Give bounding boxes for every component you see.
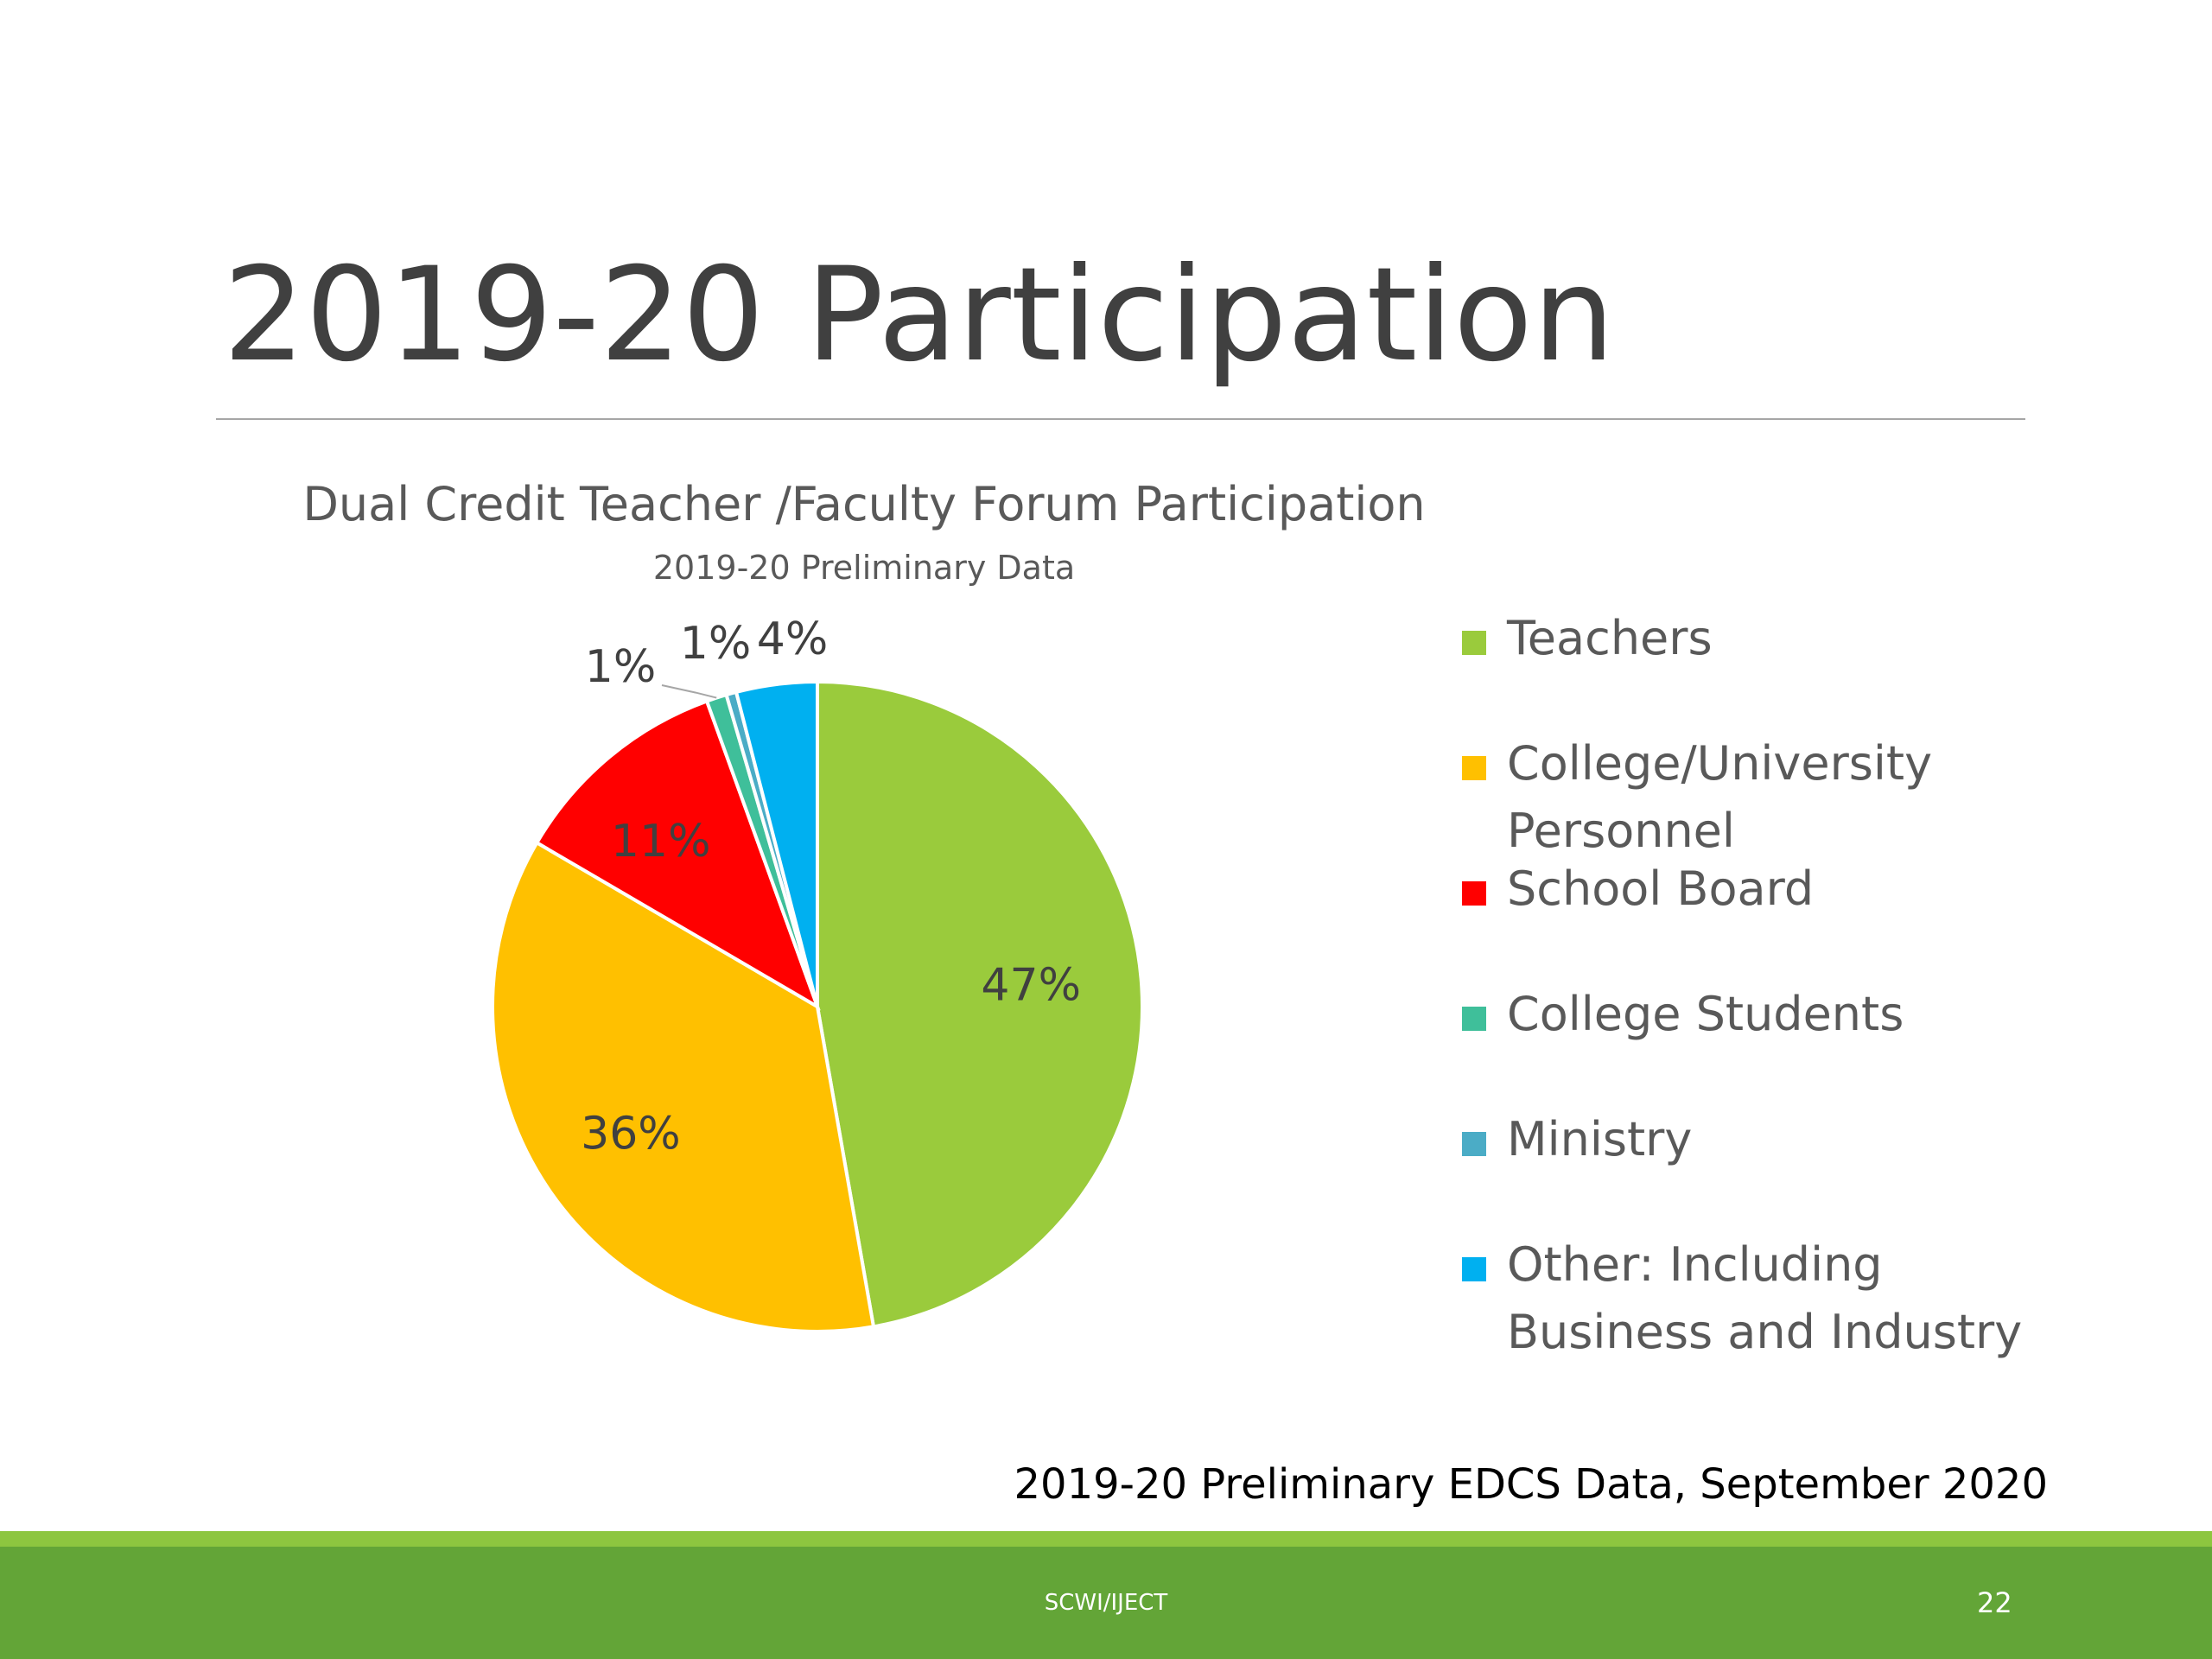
legend-label: Teachers <box>1507 611 1713 665</box>
data-label-college-students: 1% <box>585 641 657 693</box>
legend-swatch <box>1462 756 1486 780</box>
legend-swatch <box>1462 1257 1486 1281</box>
legend-swatch <box>1462 631 1486 655</box>
pie-slice-school-board <box>534 698 821 1011</box>
footer-accent-stripe <box>0 1531 2212 1547</box>
chart-subtitle-text: 2019-20 Preliminary Data <box>652 549 1076 587</box>
pie-slice-teachers <box>816 679 1144 1329</box>
legend-label: School Board <box>1507 861 1815 916</box>
data-label-teachers: 47% <box>981 959 1081 1011</box>
legend-swatch <box>1462 1007 1486 1031</box>
legend-item-ministry: Ministry <box>1462 1106 1692 1173</box>
footer-band <box>0 1547 2212 1659</box>
legend-label: College/University Personnel <box>1507 736 1933 858</box>
source-note: 2019-20 Preliminary EDCS Data, September… <box>1014 1460 2048 1509</box>
legend-item-school-board: School Board <box>1462 855 1814 923</box>
footer-text: SCWI/IJECT <box>1044 1590 1168 1616</box>
legend-item-other: Other: Including Business and Industry <box>1462 1231 2077 1366</box>
pie-slice-college-university-personnel <box>491 840 876 1333</box>
data-label-other-including-business-and-industry: 4% <box>757 613 829 665</box>
legend-item-teachers: Teachers <box>1462 605 1713 672</box>
title-divider <box>216 418 2025 420</box>
legend-label: Ministry <box>1507 1112 1693 1166</box>
data-label-ministry: 1% <box>680 618 752 670</box>
legend-swatch <box>1462 1132 1486 1156</box>
leader-line-college-students <box>661 684 717 699</box>
legend-item-college-university-personnel: College/University Personnel <box>1462 730 2112 865</box>
legend-label: College Students <box>1507 987 1904 1041</box>
chart-title-text: Dual Credit Teacher /Faculty Forum Parti… <box>302 477 1426 531</box>
data-label-college-university-personnel: 36% <box>581 1108 681 1160</box>
chart-subtitle: 2019-20 Preliminary Data <box>0 549 2212 587</box>
legend-item-college-students: College Students <box>1462 981 1904 1048</box>
pie-slice-other-including-business-and-industry <box>734 679 819 1007</box>
legend-swatch <box>1462 881 1486 906</box>
chart-title: Dual Credit Teacher /Faculty Forum Parti… <box>0 477 2212 531</box>
data-label-school-board: 11% <box>611 816 711 868</box>
slide-title: 2019-20 Participation <box>223 240 1615 391</box>
legend-label: Other: Including Business and Industry <box>1507 1237 2023 1359</box>
page-number: 22 <box>1977 1586 2012 1619</box>
